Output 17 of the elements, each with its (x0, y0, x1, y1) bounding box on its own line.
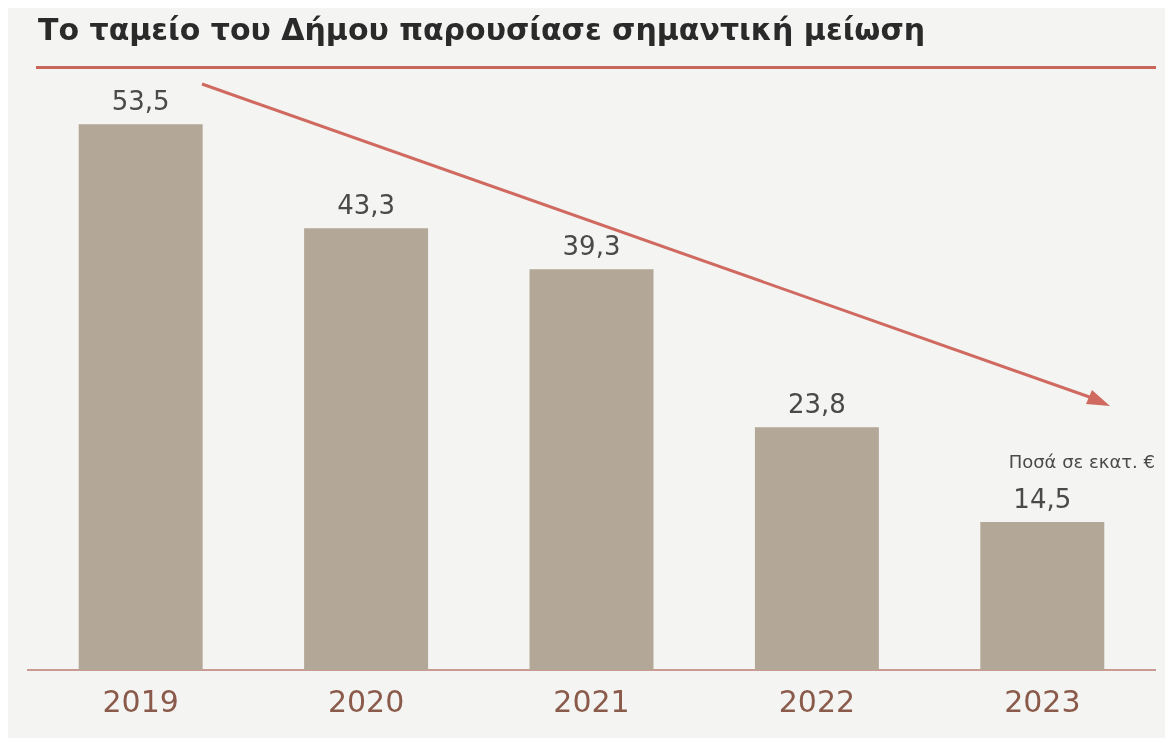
x-tick-label: 2020 (327, 683, 405, 719)
bar (78, 124, 203, 670)
bar (304, 228, 429, 670)
data-label: 39,3 (562, 230, 621, 261)
x-tick-label: 2023 (1004, 683, 1081, 719)
data-label: 53,5 (111, 86, 170, 117)
x-tick-label: 2019 (102, 683, 179, 719)
data-label: 43,3 (337, 190, 396, 221)
bar (529, 269, 654, 670)
data-label: 23,8 (787, 388, 846, 419)
annotation: Ποσά σε εκατ. € (1008, 450, 1155, 472)
bar (980, 522, 1105, 670)
x-tick-label: 2022 (778, 683, 856, 719)
bar (754, 427, 879, 670)
x-tick-label: 2021 (553, 683, 630, 719)
data-label: 14,5 (1013, 483, 1072, 514)
chart-title: Το ταμείο του Δήμου παρουσίασε σημαντική μείωση (38, 12, 926, 47)
